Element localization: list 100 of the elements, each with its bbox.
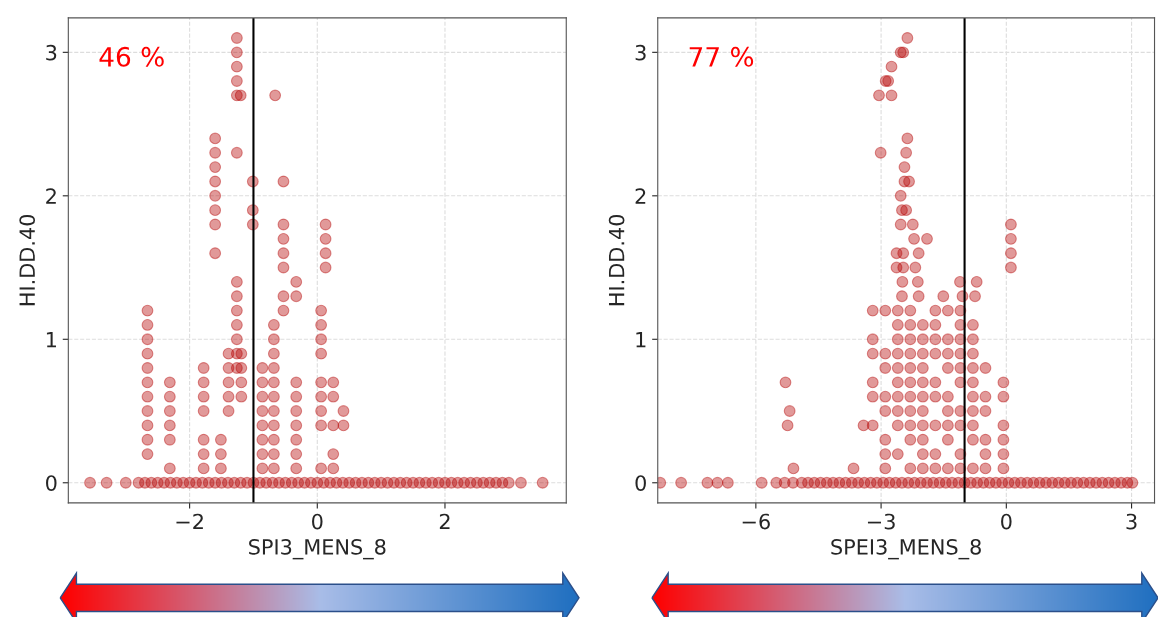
point (866, 333, 879, 346)
point (879, 433, 892, 446)
point (235, 362, 248, 374)
point (267, 448, 280, 461)
annotation: 77 % (689, 46, 754, 67)
point (163, 419, 176, 432)
point (904, 304, 917, 317)
point (230, 333, 243, 346)
point (235, 347, 248, 360)
point (256, 462, 269, 475)
x-tick-label: −6 (742, 513, 770, 530)
point (954, 275, 966, 288)
point (966, 347, 979, 360)
y-tick-label: 3 (635, 44, 646, 61)
point (900, 204, 913, 217)
point (929, 462, 942, 475)
annotation: 46 % (99, 46, 164, 67)
point (891, 405, 904, 417)
point (904, 419, 917, 432)
point (141, 448, 154, 461)
point (230, 32, 243, 44)
point (214, 462, 227, 475)
y-tick-label: 3 (46, 44, 57, 61)
point (779, 376, 792, 389)
point (979, 390, 992, 403)
point (234, 89, 247, 102)
point (904, 405, 917, 417)
point (222, 390, 235, 403)
point (141, 376, 154, 389)
point (290, 462, 303, 475)
point (885, 60, 898, 73)
y-axis-title: HI.DD.40 (608, 214, 625, 306)
point (163, 390, 176, 403)
point (879, 462, 892, 475)
point (269, 89, 282, 102)
point (315, 347, 328, 360)
point (290, 448, 303, 461)
point (891, 333, 904, 346)
point (327, 376, 340, 389)
point (904, 433, 917, 446)
point (909, 261, 922, 274)
point (256, 405, 269, 417)
point (866, 376, 879, 389)
point (891, 376, 904, 389)
point (277, 247, 290, 260)
point (315, 376, 328, 389)
point (941, 462, 954, 475)
point (904, 462, 917, 475)
point (916, 347, 929, 360)
x-tick-label: 0 (312, 513, 323, 530)
point (916, 319, 929, 331)
point (901, 132, 914, 145)
point (929, 419, 942, 432)
point (267, 390, 280, 403)
point (209, 132, 222, 145)
point (997, 419, 1010, 432)
point (1004, 247, 1017, 260)
point (966, 319, 979, 331)
point (277, 218, 290, 231)
point (879, 362, 892, 374)
point (230, 275, 243, 288)
point (894, 189, 907, 202)
point (277, 232, 290, 245)
point (214, 448, 227, 461)
x-tick-label: 2 (439, 513, 450, 530)
point (209, 204, 222, 217)
point (141, 304, 154, 317)
point (966, 362, 979, 374)
y-axis-title: HI.DD.40 (19, 214, 36, 306)
point (319, 232, 332, 245)
point (197, 405, 210, 417)
point (891, 390, 904, 403)
point (256, 376, 269, 389)
point (916, 376, 929, 389)
point (209, 146, 222, 159)
point (277, 290, 290, 303)
point (916, 405, 929, 417)
point (997, 433, 1010, 446)
point (979, 448, 992, 461)
point (890, 261, 903, 274)
point (879, 304, 892, 317)
point (879, 405, 892, 417)
point (163, 433, 176, 446)
point (290, 390, 303, 403)
point (916, 390, 929, 403)
point (847, 462, 860, 475)
point (891, 319, 904, 331)
point (781, 419, 794, 432)
point (866, 304, 879, 317)
point (315, 319, 328, 331)
point (904, 347, 917, 360)
point (885, 89, 898, 102)
point (937, 290, 950, 303)
point (997, 376, 1010, 389)
point (891, 448, 904, 461)
point (891, 347, 904, 360)
point (163, 405, 176, 417)
point (197, 362, 210, 374)
point (141, 333, 154, 346)
point (979, 362, 992, 374)
